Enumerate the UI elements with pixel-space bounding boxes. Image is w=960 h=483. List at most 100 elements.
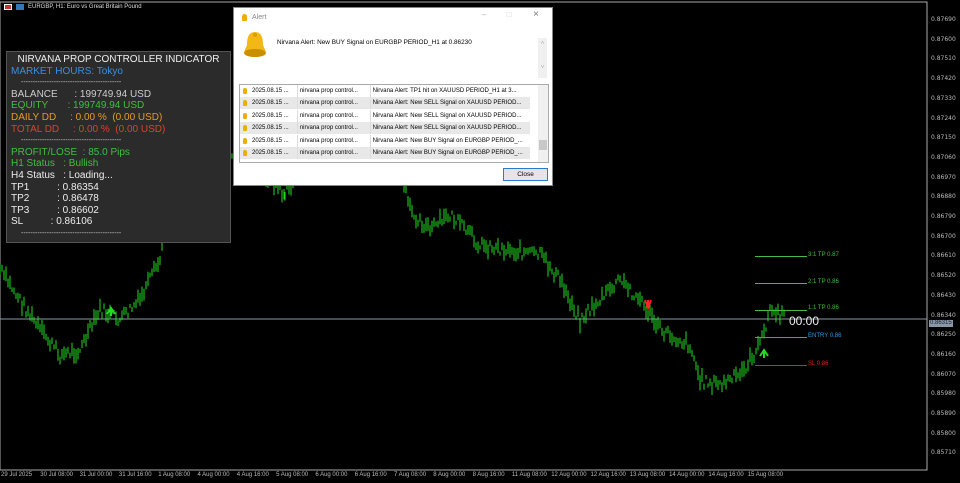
minimize-button[interactable]: –: [481, 10, 487, 19]
price-tick-label: 0.86250: [931, 331, 956, 339]
market-hours: MARKET HOURS: Tokyo: [11, 65, 123, 77]
time-tick-label: 14 Aug 00:00: [669, 472, 705, 478]
alert-text: Nirvana Alert: New SELL Signal on XAUUSD…: [372, 100, 522, 107]
close-x-button[interactable]: ×: [533, 9, 539, 20]
tp1: TP1 : 0.86354: [11, 181, 99, 193]
time-tick-label: 4 Aug 00:00: [197, 472, 230, 478]
sl-line: [755, 365, 807, 366]
sell-arrow-icon: [644, 299, 652, 311]
title-bell-icon: [242, 14, 247, 21]
alert-time: 2025.08.15 ...: [250, 85, 298, 97]
time-tick-label: 13 Aug 08:00: [629, 472, 666, 478]
alert-history-row[interactable]: 2025.08.15 ... nirvana prop control... N…: [240, 97, 530, 110]
price-tick-label: 0.87150: [931, 134, 956, 142]
alert-message: Nirvana Alert: New BUY Signal on EURGBP …: [277, 39, 472, 46]
equity: EQUITY : 199749.94 USD: [11, 100, 145, 112]
price-tick-label: 0.85890: [931, 410, 956, 417]
price-tick-label: 0.85710: [931, 449, 956, 457]
price-tick-label: 0.86970: [931, 173, 956, 181]
maximize-button[interactable]: □: [506, 10, 512, 19]
price-tick-label: 0.87060: [931, 153, 956, 161]
price-tick-label: 0.86700: [931, 232, 956, 240]
price-tick-label: 0.87240: [931, 114, 956, 122]
bell-icon: [243, 150, 247, 156]
alert-source: nirvana prop control...: [298, 97, 371, 110]
alert-text: Nirvana Alert: New BUY Signal on EURGBP …: [372, 150, 523, 156]
time-tick-label: 8 Aug 16:00: [472, 472, 505, 478]
price-tick-label: 0.87330: [931, 94, 956, 102]
profit-lose: PROFIT/LOSE : 85.0 Pips: [11, 146, 130, 158]
bell-icon: [243, 125, 247, 132]
alert-history-row[interactable]: 2025.08.15 ... nirvana prop control... N…: [240, 122, 530, 135]
dialog-title: Alert: [252, 14, 267, 21]
price-tick-label: 0.87690: [931, 16, 956, 23]
sl: SL : 0.86106: [11, 216, 93, 228]
time-tick-label: 29 Jul 2025: [1, 472, 33, 478]
chart-title-bar: EURGBP, H1: Euro vs Great Britain Pound: [4, 4, 142, 10]
alert-source: nirvana prop control...: [298, 147, 371, 159]
tp2-label: 2:1 TP 0.86: [808, 279, 839, 285]
balance: BALANCE : 199749.94 USD: [11, 88, 152, 100]
close-button[interactable]: Close: [503, 168, 548, 181]
h1-status: H1 Status : Bullish: [11, 158, 99, 170]
alert-text: Nirvana Alert: New SELL Signal on XAUUSD…: [372, 125, 522, 132]
alert-history-row[interactable]: 2025.08.15 ... nirvana prop control... N…: [240, 134, 530, 147]
price-tick-label: 0.87420: [931, 75, 956, 83]
time-tick-label: 6 Aug 16:00: [354, 472, 387, 478]
tp2-line: [755, 283, 807, 284]
chart-border: [0, 1, 928, 471]
price-tick-label: 0.86430: [931, 291, 956, 299]
buy-arrow-icon: [106, 306, 116, 316]
alert-source: nirvana prop control...: [298, 109, 371, 122]
list-scrollbar[interactable]: [538, 85, 548, 162]
separator: ----------------------------------------…: [21, 79, 122, 87]
price-tick-label: 0.87510: [931, 55, 956, 63]
alert-text: Nirvana Alert: New SELL Signal on XAUUSD…: [372, 112, 522, 119]
time-tick-label: 11 Aug 08:00: [511, 472, 547, 478]
symbol-icon: [16, 4, 24, 10]
tp1-label: 1:1 TP 0.86: [808, 305, 839, 311]
price-tick-label: 0.85800: [931, 429, 956, 437]
alert-time: 2025.08.15 ...: [250, 97, 298, 110]
entry-label: ENTRY 0.86: [808, 333, 842, 339]
price-tick-label: 0.86340: [931, 311, 956, 319]
buy-arrow-icon: [759, 348, 769, 358]
alert-history-row[interactable]: 2025.08.15 ... nirvana prop control... N…: [240, 85, 530, 97]
tp3-label: 3:1 TP 0.87: [808, 252, 839, 258]
bell-icon: [243, 88, 247, 94]
indicator-panel: NIRVANA PROP CONTROLLER INDICATOR MARKET…: [6, 51, 231, 243]
candle-timer: 00:00: [789, 314, 820, 328]
alert-source: nirvana prop control...: [298, 85, 371, 97]
alert-time: 2025.08.15 ...: [250, 109, 298, 122]
time-tick-label: 31 Jul 00:00: [79, 472, 113, 478]
tp3-line: [755, 256, 807, 257]
alert-history-list[interactable]: 2025.08.15 ... nirvana prop control... N…: [239, 84, 549, 163]
menu-icon[interactable]: [4, 4, 12, 10]
alert-history-row[interactable]: 2025.08.15 ... nirvana prop control... N…: [240, 147, 530, 159]
h4-status: H4 Status : Loading...: [11, 169, 113, 181]
tp3: TP3 : 0.86602: [11, 204, 99, 216]
alert-history-row[interactable]: 2025.08.15 ... nirvana prop control... N…: [240, 109, 530, 122]
window-title: EURGBP, H1: Euro vs Great Britain Pound: [28, 4, 142, 10]
bell-icon: [243, 137, 247, 144]
bell-icon: [243, 100, 247, 107]
bell-icon: [243, 112, 247, 119]
alert-text: Nirvana Alert: New BUY Signal on EURGBP …: [372, 137, 523, 144]
alert-source: nirvana prop control...: [298, 122, 371, 135]
alert-dialog: Alert – □ × Nirvana Alert: New BUY Signa…: [233, 7, 553, 186]
message-scrollbar[interactable]: ˄ ˅: [538, 38, 547, 78]
panel-title: NIRVANA PROP CONTROLLER INDICATOR: [17, 54, 220, 65]
entry-line: [755, 337, 807, 338]
separator: ----------------------------------------…: [21, 229, 122, 237]
alert-time: 2025.08.15 ...: [250, 122, 298, 135]
separator: ----------------------------------------…: [21, 137, 122, 145]
time-tick-label: 12 Aug 00:00: [551, 472, 587, 478]
bell-icon: [244, 32, 266, 57]
time-tick-label: 6 Aug 00:00: [315, 472, 348, 478]
time-tick-label: 5 Aug 08:00: [276, 472, 309, 478]
alert-time: 2025.08.15 ...: [250, 134, 298, 147]
alert-source: nirvana prop control...: [298, 134, 371, 147]
time-tick-label: 14 Aug 16:00: [708, 472, 744, 478]
time-tick-label: 31 Jul 16:00: [118, 472, 152, 478]
price-tick-label: 0.86070: [931, 370, 956, 378]
